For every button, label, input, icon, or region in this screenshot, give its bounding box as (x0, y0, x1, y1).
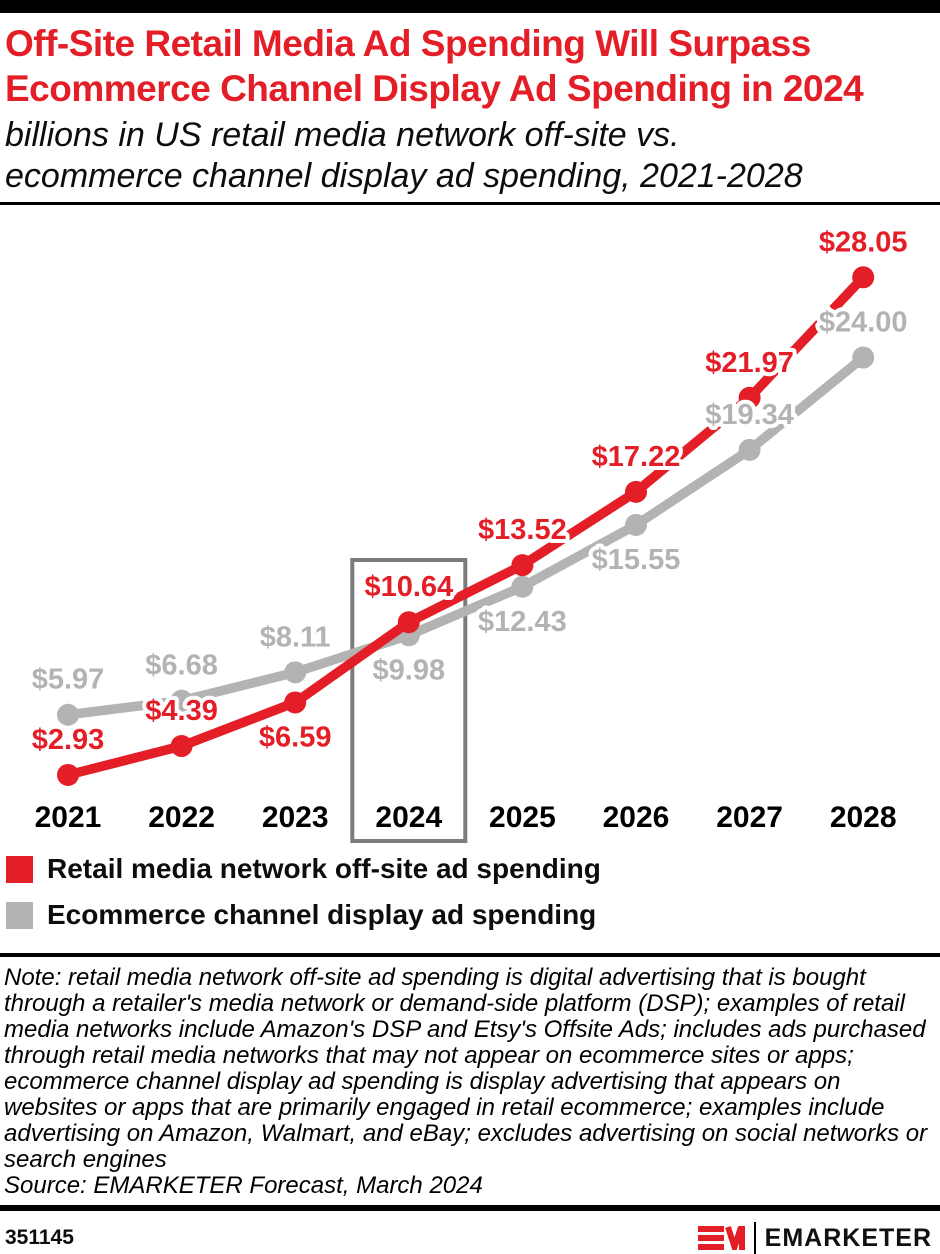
legend-item-offsite: Retail media network off-site ad spendin… (6, 853, 940, 885)
subtitle-line-1: billions in US retail media network off-… (5, 116, 680, 154)
line-chart-svg: $5.97 $6.68 $8.11 $9.98 $12.43 $15.55 $19.34 $2… (28, 222, 912, 843)
data-point-marker (397, 611, 420, 634)
data-point-label: $6.59 (259, 721, 332, 753)
header-divider (0, 202, 940, 205)
title-line-2: Ecommerce Channel Display Ad Spending in… (5, 68, 864, 109)
data-point-label: $6.68 (145, 650, 218, 682)
data-point-label: $19.34 (705, 399, 794, 431)
logo-divider (753, 1222, 756, 1254)
data-point-label: $17.22 (592, 441, 681, 473)
series-line (63, 272, 868, 780)
footer-divider (0, 1205, 940, 1211)
data-point-marker (284, 661, 307, 684)
data-point-marker (170, 735, 193, 758)
x-axis-label: 2025 (489, 801, 556, 834)
note-text: Note: retail media network off-site ad s… (4, 964, 928, 1173)
x-axis-label: 2023 (262, 801, 329, 834)
x-axis-label: 2026 (603, 801, 670, 834)
data-point-label: $21.97 (705, 347, 794, 379)
data-point-marker (57, 763, 79, 786)
source-text: Source: EMARKETER Forecast, March 2024 (4, 1172, 483, 1199)
data-point-label: $10.64 (364, 571, 453, 603)
em-monogram-icon (697, 1226, 745, 1250)
legend-swatch-red-icon (6, 855, 33, 883)
legend: Retail media network off-site ad spendin… (0, 845, 940, 953)
data-point-label: $12.43 (478, 606, 567, 638)
data-point-label: $24.00 (819, 307, 908, 339)
x-axis-label: 2022 (148, 801, 215, 834)
legend-swatch-gray-icon (6, 901, 33, 929)
footer: 351145 EMARKETER (0, 1211, 940, 1254)
data-point-marker (852, 266, 875, 289)
data-point-label: $15.55 (592, 544, 681, 576)
page-title: Off-Site Retail Media Ad Spending Will S… (5, 21, 934, 111)
legend-label-offsite: Retail media network off-site ad spendin… (47, 853, 601, 884)
series-line (63, 352, 868, 720)
note-divider (0, 953, 940, 957)
data-point-marker (852, 346, 875, 369)
data-point-label: $2.93 (32, 724, 105, 756)
data-point-marker (738, 386, 761, 409)
x-axis-label: 2027 (716, 801, 783, 834)
data-point-marker (511, 554, 534, 577)
data-point-label: $5.97 (32, 664, 105, 696)
data-point-marker (511, 575, 534, 598)
data-point-label: $4.39 (145, 695, 218, 727)
data-point-marker (625, 480, 647, 503)
chart-id: 351145 (5, 1226, 74, 1249)
data-point-marker (625, 513, 647, 536)
legend-label-ecommerce: Ecommerce channel display ad spending (47, 899, 597, 930)
x-axis-label: 2021 (35, 801, 102, 834)
note-block: Note: retail media network off-site ad s… (0, 957, 940, 1205)
data-point-label: $9.98 (373, 654, 446, 686)
data-point-marker (738, 438, 761, 461)
brand-logo: EMARKETER (697, 1222, 932, 1254)
data-point-label: $13.52 (478, 514, 567, 546)
x-axis-label: 2024 (375, 801, 442, 834)
header: Off-Site Retail Media Ad Spending Will S… (0, 13, 940, 197)
legend-item-ecommerce: Ecommerce channel display ad spending (6, 899, 940, 931)
chart-subtitle: billions in US retail media network off-… (5, 115, 934, 197)
highlight-box-2024 (350, 558, 468, 843)
subtitle-line-2: ecommerce channel display ad spending, 2… (5, 157, 803, 195)
data-point-marker (284, 691, 307, 714)
top-border-bar (0, 0, 940, 13)
data-point-marker (57, 703, 79, 726)
x-axis-label: 2028 (830, 801, 897, 834)
title-line-1: Off-Site Retail Media Ad Spending Will S… (5, 23, 811, 64)
data-point-label: $8.11 (260, 621, 331, 653)
data-point-label: $28.05 (819, 226, 908, 258)
data-point-marker (170, 689, 193, 712)
